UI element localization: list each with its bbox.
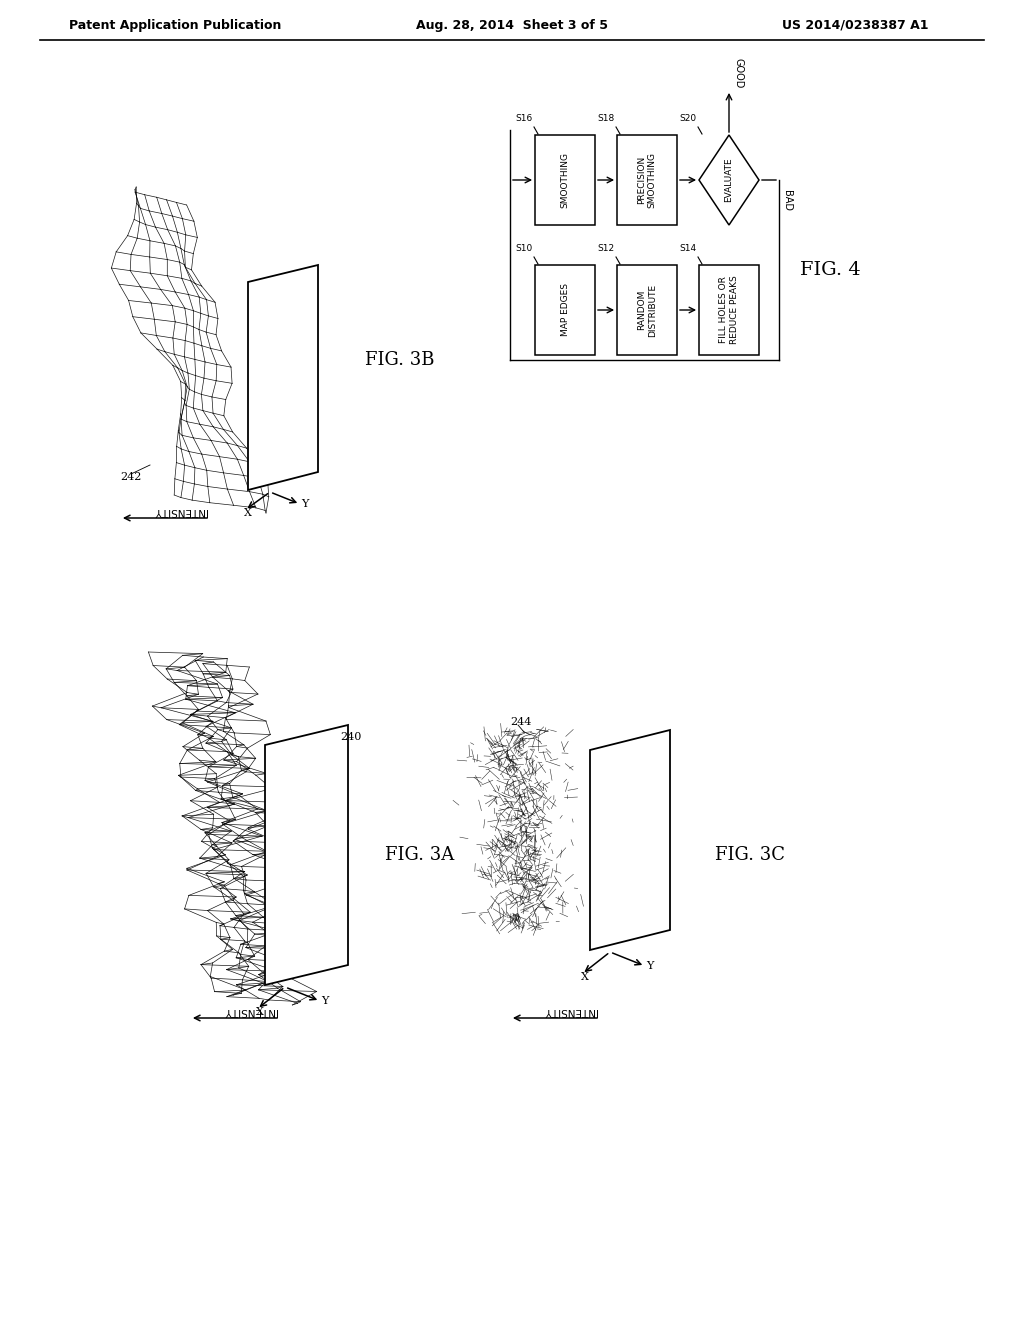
Text: Aug. 28, 2014  Sheet 3 of 5: Aug. 28, 2014 Sheet 3 of 5 [416,18,608,32]
Text: Y: Y [646,961,653,972]
Text: US 2014/0238387 A1: US 2014/0238387 A1 [781,18,928,32]
Text: X: X [581,972,589,982]
Text: INTENSITY: INTENSITY [544,1006,597,1016]
Polygon shape [265,725,348,985]
Text: Y: Y [301,499,308,510]
Text: X: X [244,508,252,517]
Polygon shape [699,135,759,224]
Text: FIG. 3A: FIG. 3A [385,846,455,865]
Bar [535,135,595,224]
Text: Patent Application Publication: Patent Application Publication [69,18,282,32]
Text: 244: 244 [510,717,531,727]
Text: S16: S16 [516,114,534,123]
Text: INTENSITY: INTENSITY [154,506,207,516]
Text: FILL HOLES OR
REDUCE PEAKS: FILL HOLES OR REDUCE PEAKS [719,276,738,345]
Text: X: X [256,1007,264,1016]
Text: S18: S18 [598,114,615,123]
Bar [617,265,677,355]
Polygon shape [248,265,318,490]
Bar [617,135,677,224]
Text: PRECISION
SMOOTHING: PRECISION SMOOTHING [637,152,656,209]
Text: SMOOTHING: SMOOTHING [560,152,569,209]
Text: S20: S20 [680,114,697,123]
Text: MAP EDGES: MAP EDGES [560,284,569,337]
Text: S10: S10 [516,244,534,253]
Text: S12: S12 [598,244,615,253]
Text: GOOD: GOOD [733,58,743,88]
Text: RANDOM
DISTRIBUTE: RANDOM DISTRIBUTE [637,284,656,337]
Polygon shape [590,730,670,950]
Text: EVALUATE: EVALUATE [725,157,733,202]
Text: BAD: BAD [782,190,792,211]
Text: INTENSITY: INTENSITY [223,1006,276,1016]
Bar [699,265,759,355]
Text: FIG. 3C: FIG. 3C [715,846,785,865]
Text: Y: Y [322,997,329,1006]
Text: S14: S14 [680,244,697,253]
Text: FIG. 3B: FIG. 3B [366,351,435,370]
Text: 240: 240 [340,733,361,742]
Text: FIG. 4: FIG. 4 [800,261,860,279]
Bar [535,265,595,355]
Text: 242: 242 [120,473,141,482]
